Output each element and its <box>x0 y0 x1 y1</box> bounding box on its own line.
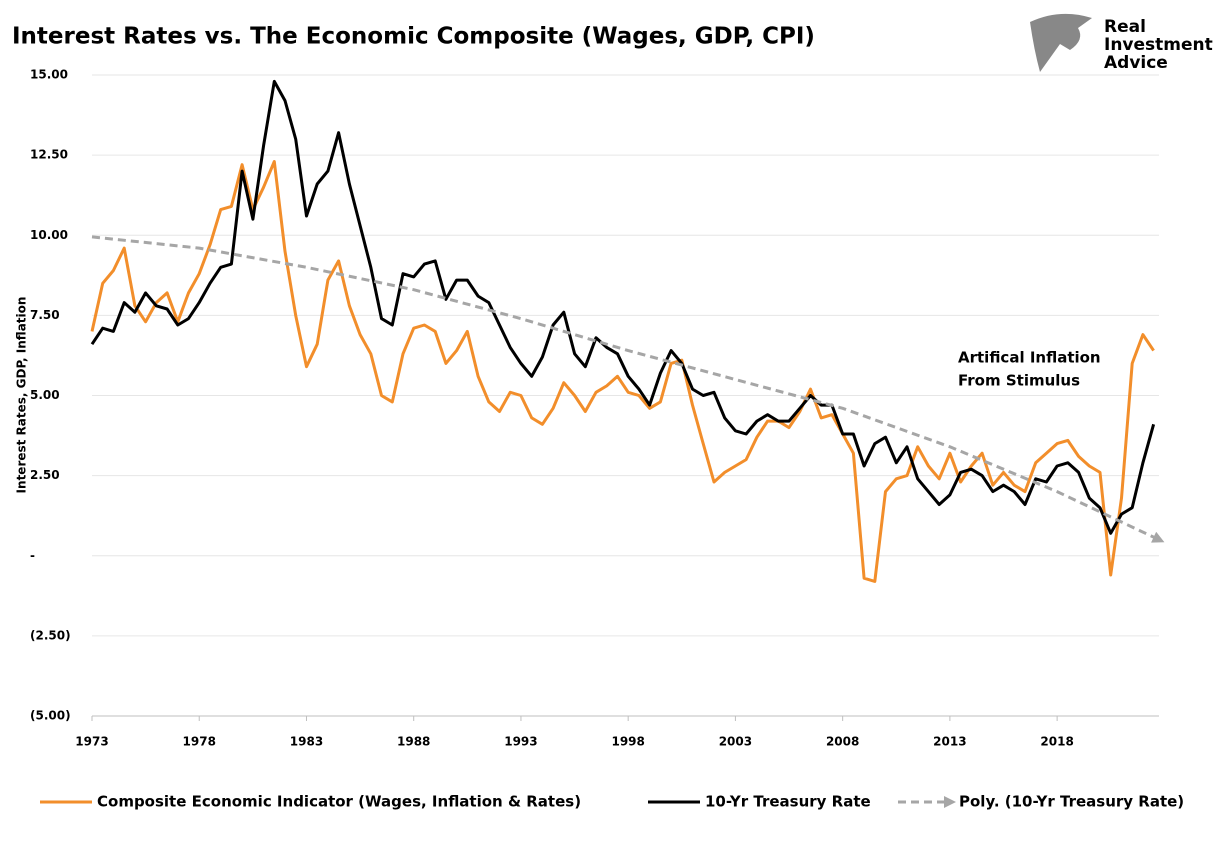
x-tick-label: 1993 <box>504 735 537 749</box>
series-line <box>91 235 1165 543</box>
x-tick-label: 1973 <box>75 735 108 749</box>
series-line <box>90 79 1156 535</box>
logo-text: Real <box>1104 17 1146 37</box>
logo: Real Investment Advice <box>1030 13 1213 73</box>
logo-icon <box>1030 13 1092 72</box>
x-tick-label: 1978 <box>183 735 216 749</box>
y-axis-label: Interest Rates, GDP, Inflation <box>15 297 29 494</box>
x-tick-label: 2018 <box>1040 735 1073 749</box>
logo-text: Investment <box>1104 35 1213 55</box>
y-tick-label: 10.00 <box>30 228 68 242</box>
legend-label: 10-Yr Treasury Rate <box>705 793 871 811</box>
y-tick-label: - <box>30 548 35 562</box>
legend-label: Composite Economic Indicator (Wages, Inf… <box>97 793 581 811</box>
y-tick-label: (2.50) <box>30 628 71 642</box>
y-tick-label: (5.00) <box>30 709 71 723</box>
x-tick-label: 2013 <box>933 735 966 749</box>
logo-text: Advice <box>1104 53 1168 73</box>
annotation: Artifical Inflation <box>958 349 1101 367</box>
x-tick-label: 1998 <box>611 735 644 749</box>
legend-label: Poly. (10-Yr Treasury Rate) <box>959 793 1184 811</box>
x-tick-label: 2008 <box>826 735 859 749</box>
y-tick-label: 7.50 <box>30 308 60 322</box>
y-tick-label: 2.50 <box>30 468 60 482</box>
x-tick-label: 1983 <box>290 735 323 749</box>
annotation: From Stimulus <box>958 372 1080 390</box>
y-tick-label: 12.50 <box>30 148 68 162</box>
x-tick-label: 1988 <box>397 735 430 749</box>
chart-title: Interest Rates vs. The Economic Composit… <box>12 24 815 50</box>
y-tick-label: 5.00 <box>30 388 60 402</box>
x-tick-label: 2003 <box>719 735 752 749</box>
y-tick-label: 15.00 <box>30 68 68 82</box>
